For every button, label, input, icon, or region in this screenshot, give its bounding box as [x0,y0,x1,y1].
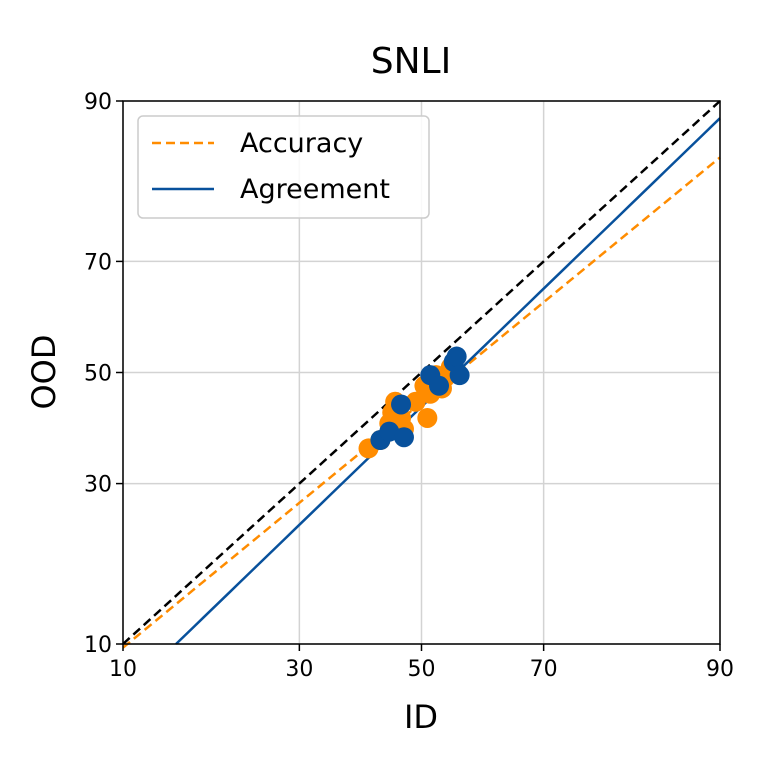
point-accuracy [417,407,438,428]
x-tick-label: 70 [530,657,558,682]
y-tick-label: 70 [84,250,112,275]
y-tick-label: 50 [84,362,112,387]
y-tick-label: 90 [84,90,112,115]
point-agreement [393,427,414,448]
x-tick-label: 90 [706,657,734,682]
point-agreement [449,365,470,386]
axis-ticks: 10 30 50 70 90 10 30 50 70 90 [84,90,734,682]
reference-line-y-equals-x [122,100,721,645]
y-tick-label: 30 [84,473,112,498]
point-agreement [391,394,412,415]
legend-label-agreement: Agreement [240,174,390,205]
point-agreement [429,375,450,396]
x-tick-label: 50 [408,657,436,682]
legend-box [137,115,430,219]
y-tick-label: 10 [84,633,112,658]
x-axis-label: ID [404,698,438,736]
x-tick-label: 30 [285,657,313,682]
chart-title: SNLI [371,41,451,82]
data-points [358,346,470,459]
y-axis-label: OOD [25,334,63,409]
legend: Accuracy Agreement [137,115,430,219]
point-agreement [446,346,467,367]
legend-label-accuracy: Accuracy [240,128,363,159]
x-tick-label: 10 [109,657,137,682]
